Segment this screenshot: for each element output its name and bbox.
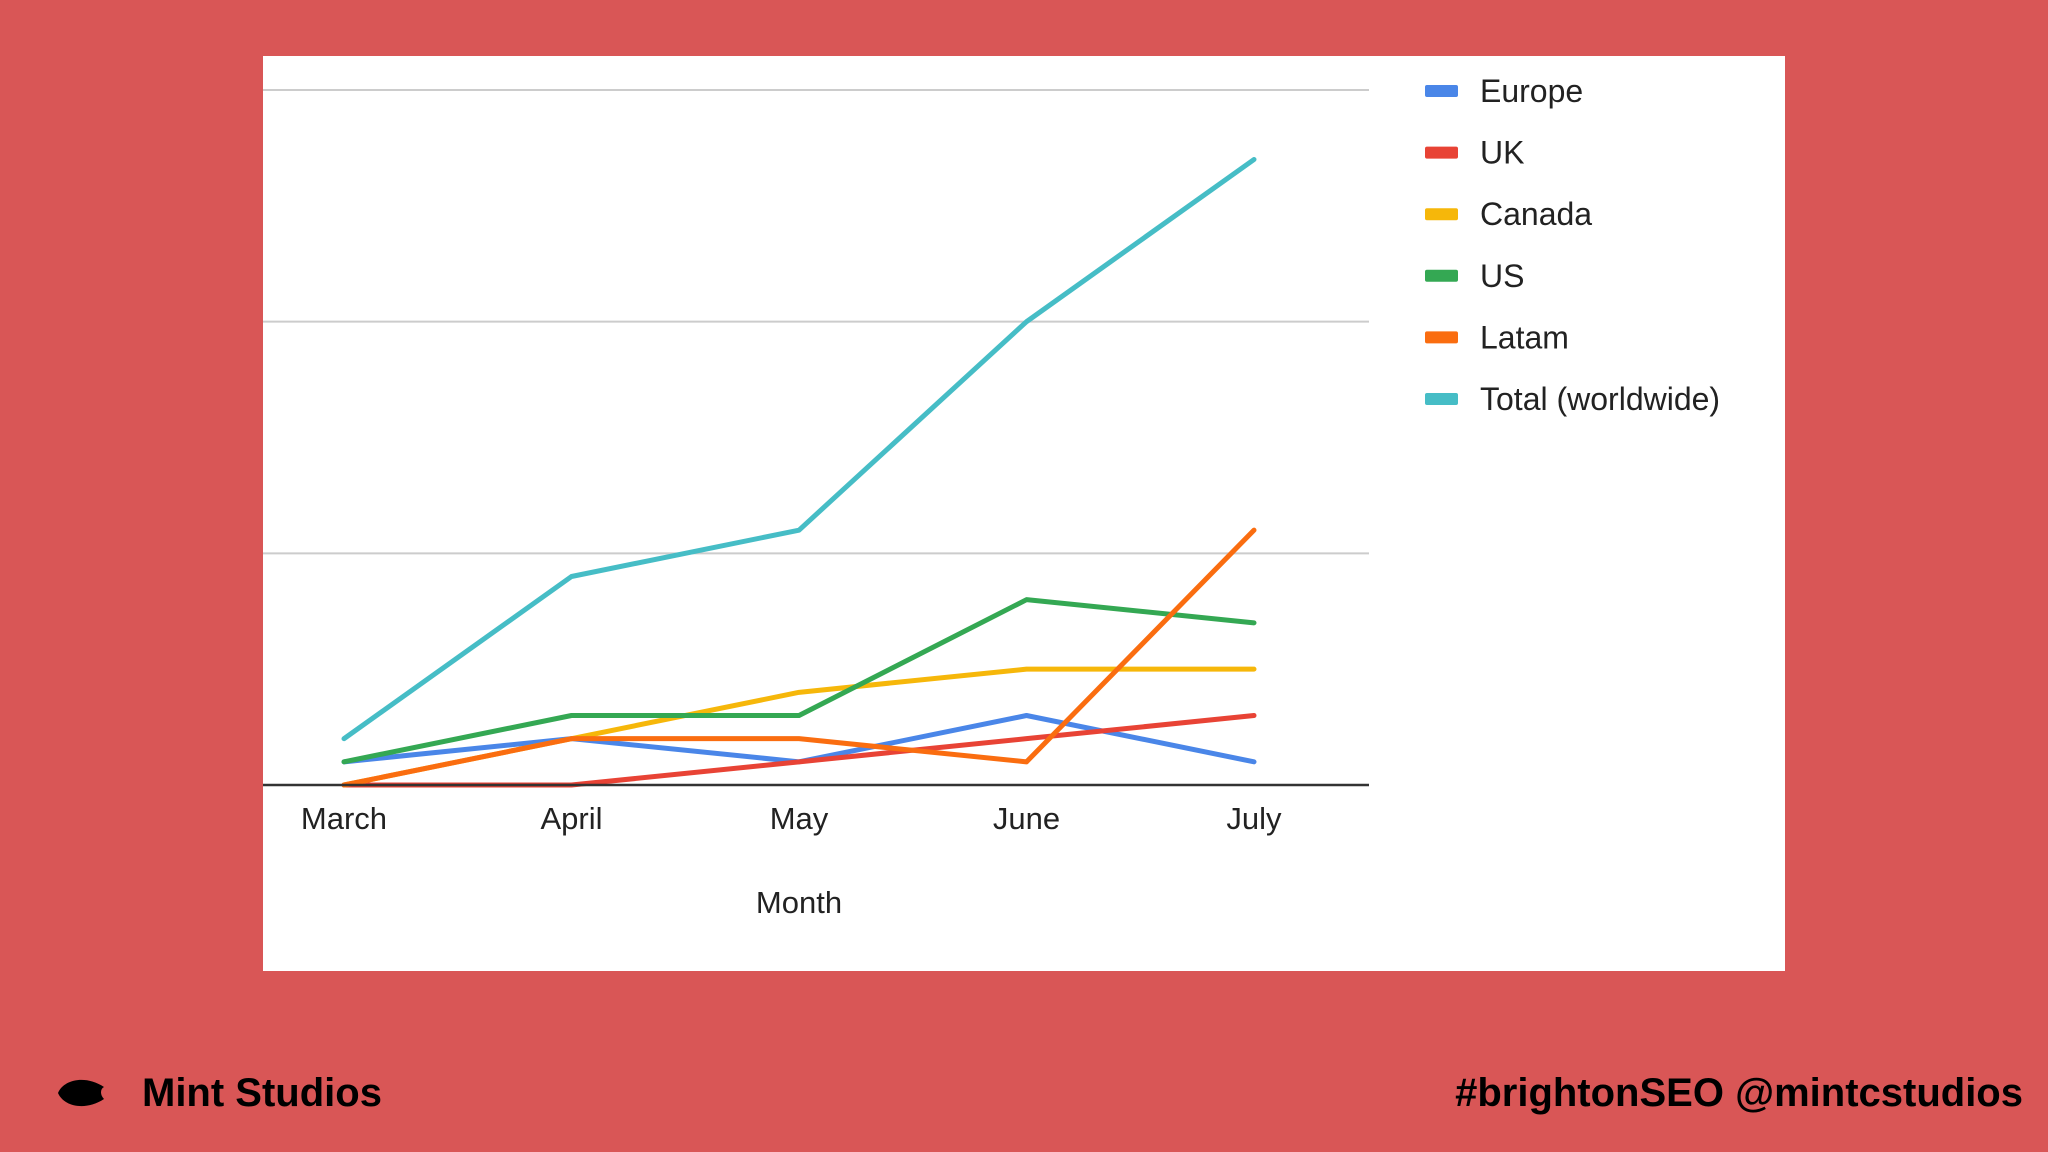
- chart-panel: March April May June July Month Europe UK Canad…: [263, 56, 1785, 971]
- series-line-total-worldwide: [341, 157, 1257, 742]
- x-tick-label-april: April: [540, 801, 602, 836]
- legend-label-europe: Europe: [1480, 73, 1583, 109]
- x-tick-label-july: July: [1226, 801, 1282, 836]
- x-tick-label-may: May: [770, 801, 829, 836]
- series-line-latam: [341, 527, 1257, 788]
- legend-swatch-latam: [1425, 331, 1458, 344]
- legend-label-total-worldwide: Total (worldwide): [1480, 381, 1720, 417]
- legend-label-us: US: [1480, 258, 1524, 294]
- hashtag-handle: #brightonSEO @mintcstudios: [1455, 1071, 2023, 1115]
- mint-leaf-icon: [58, 1079, 104, 1107]
- x-tick-label-june: June: [993, 801, 1060, 836]
- legend-swatch-us: [1425, 269, 1458, 282]
- legend-swatch-total-worldwide: [1425, 393, 1458, 405]
- line-chart: March April May June July Month Europe UK Canad…: [263, 73, 1720, 920]
- series-line-us: [341, 597, 1257, 765]
- brand-name: Mint Studios: [142, 1070, 382, 1115]
- x-tick-label-march: March: [301, 801, 387, 836]
- legend-label-canada: Canada: [1480, 196, 1592, 232]
- x-axis-title: Month: [756, 885, 842, 920]
- legend-swatch-europe: [1425, 85, 1458, 97]
- footer-brand: Mint Studios: [56, 1068, 382, 1118]
- legend-label-latam: Latam: [1480, 319, 1569, 355]
- legend-label-uk: UK: [1480, 135, 1524, 171]
- legend-swatch-canada: [1425, 208, 1458, 221]
- legend-swatch-uk: [1425, 146, 1458, 159]
